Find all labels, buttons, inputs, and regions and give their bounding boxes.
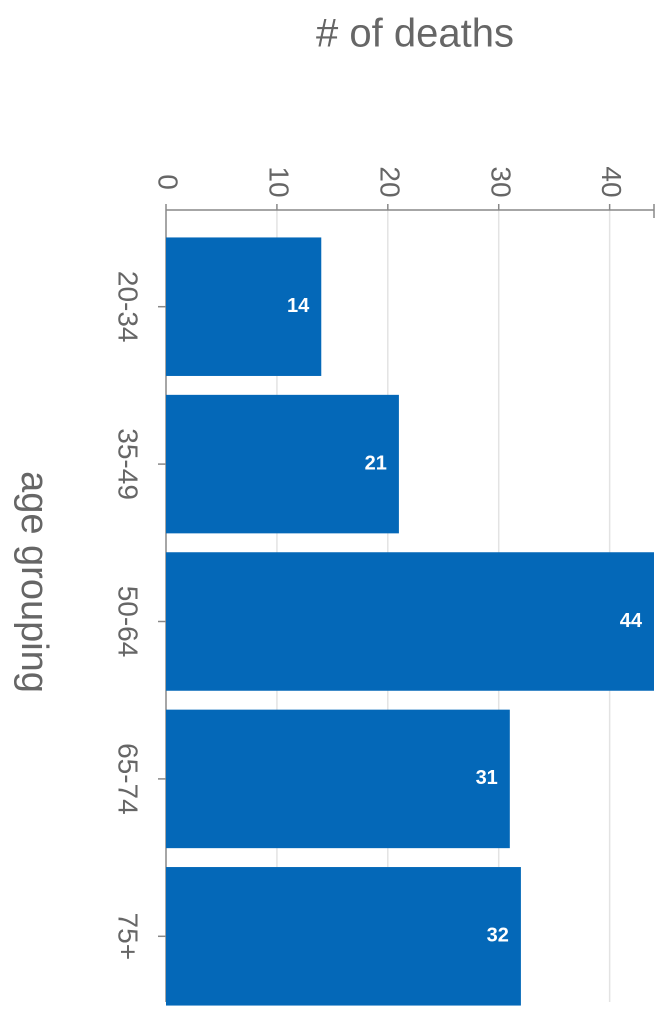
y-tick-label: 20-34: [113, 271, 144, 343]
data-label: 21: [365, 452, 387, 474]
y-tick-label: 50-64: [113, 586, 144, 658]
chart-title: # of deaths: [316, 12, 514, 56]
y-tick-label: 75+: [113, 913, 144, 961]
x-tick-label: 0: [153, 174, 184, 190]
data-label: 14: [287, 295, 310, 317]
bar: [166, 709, 510, 849]
x-tick-label: 30: [485, 166, 516, 197]
y-tick-label: 65-74: [113, 743, 144, 815]
bar: [166, 552, 654, 691]
bar: [166, 237, 322, 376]
data-label: 31: [476, 767, 498, 789]
x-tick-label: 20: [374, 166, 405, 197]
y-tick-label: 35-49: [113, 428, 144, 500]
bar: [166, 394, 399, 534]
bar: [166, 867, 521, 1006]
x-tick-label: 40: [596, 166, 627, 197]
x-tick-label: 10: [264, 166, 295, 197]
data-label: 32: [487, 925, 509, 947]
data-label: 44: [620, 610, 643, 632]
y-axis-label: age grouping: [13, 471, 55, 693]
